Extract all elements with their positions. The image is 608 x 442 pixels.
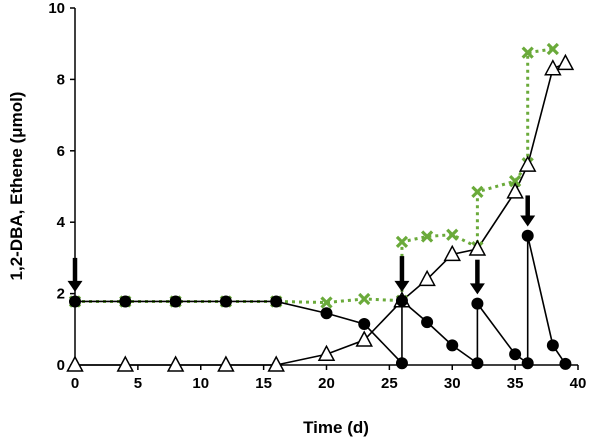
y-tick-label: 4 — [57, 214, 66, 231]
spike-arrow-head — [469, 283, 485, 295]
dba-point — [509, 348, 522, 361]
y-tick-label: 8 — [57, 71, 65, 88]
total-point — [320, 296, 333, 309]
spike-arrow-head — [520, 215, 536, 227]
ethene-point — [66, 355, 84, 372]
dba-point — [471, 357, 484, 370]
y-tick-label: 0 — [57, 357, 65, 374]
dba-point — [270, 295, 283, 308]
dba-point — [69, 295, 81, 308]
total-point — [395, 235, 409, 248]
x-tick-label: 10 — [192, 375, 209, 392]
ethene-point — [443, 244, 462, 262]
dba-point — [169, 295, 182, 308]
spike-arrow-head — [394, 280, 410, 292]
x-axis-label: Time (d) — [303, 418, 369, 437]
x-tick-label: 0 — [71, 375, 79, 392]
dba-point — [219, 295, 232, 308]
dba-series-line — [75, 235, 567, 366]
ethene-point — [544, 59, 562, 76]
dba-point — [395, 357, 408, 370]
total-series-line — [75, 47, 554, 305]
y-tick-label: 10 — [48, 0, 65, 17]
dba-point — [471, 297, 484, 310]
y-axis-label: 1,2-DBA, Ethene (μmol) — [7, 92, 26, 281]
ethene-point — [317, 344, 336, 362]
ethene-point — [166, 355, 185, 372]
y-tick-label: 6 — [57, 143, 65, 160]
dba-point — [546, 339, 559, 352]
spike-arrow-head — [67, 280, 83, 292]
dba-point — [446, 339, 459, 352]
ethene-point — [355, 330, 373, 347]
ethene-point — [506, 182, 524, 199]
x-tick-label: 15 — [255, 375, 272, 392]
dba-point — [521, 357, 534, 370]
x-tick-label: 25 — [381, 375, 398, 392]
ethene-point — [556, 53, 575, 71]
x-tick-label: 20 — [318, 375, 335, 392]
total-point — [471, 185, 484, 198]
x-tick-label: 35 — [507, 375, 524, 392]
total-point — [508, 175, 522, 188]
total-point — [521, 46, 534, 59]
dba-point — [559, 357, 572, 370]
y-tick-label: 2 — [57, 286, 65, 303]
ethene-point — [468, 239, 487, 256]
dba-point — [521, 229, 534, 242]
plot-area: 0 5 10 15 20 25 30 35 40 0 2 4 6 8 10 — [48, 0, 586, 392]
dba-point — [395, 294, 408, 307]
ethene-point — [217, 355, 235, 372]
x-tick-label: 40 — [570, 375, 587, 392]
total-point — [546, 42, 559, 56]
ethene-point — [518, 155, 537, 172]
dba-point — [421, 316, 434, 329]
ethene-point — [418, 269, 436, 287]
total-point — [420, 230, 434, 243]
dba-point — [119, 295, 132, 308]
total-point — [358, 292, 371, 306]
x-tick-label: 30 — [444, 375, 461, 392]
x-tick-label: 5 — [134, 375, 142, 392]
dba-point — [358, 317, 371, 330]
ethene-series-line — [75, 62, 566, 366]
dba-point — [320, 307, 333, 320]
ethene-point — [116, 355, 135, 372]
ethene-point — [267, 355, 285, 372]
total-point — [446, 228, 459, 241]
